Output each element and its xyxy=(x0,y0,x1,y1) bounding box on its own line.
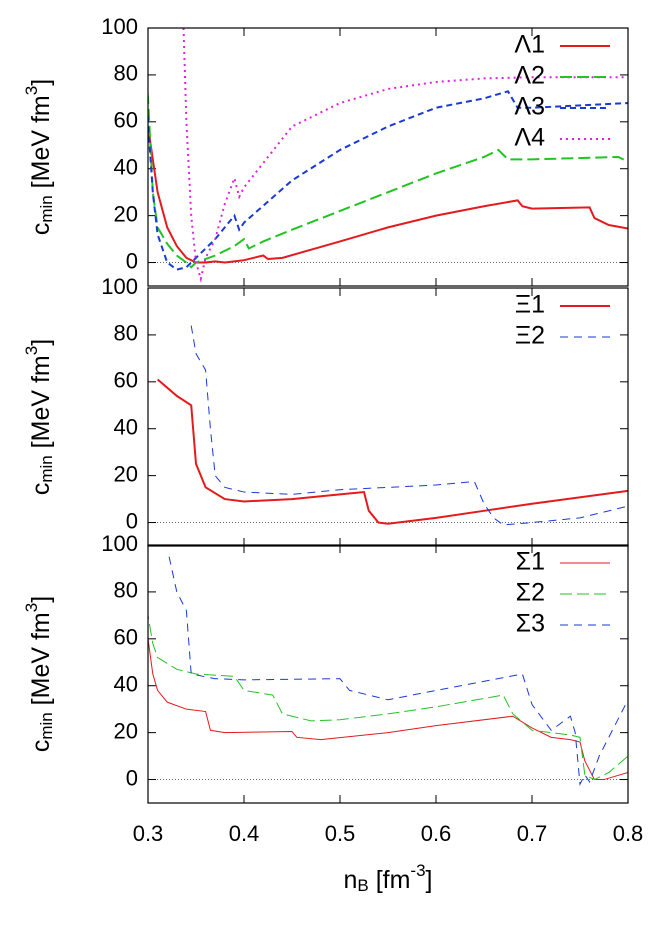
x-tick-label: 0.3 xyxy=(133,821,164,846)
legend-label: Λ2 xyxy=(514,62,545,90)
legend-label: Ξ1 xyxy=(515,291,545,319)
y-tick-label: 40 xyxy=(114,155,138,180)
y-tick-label: 60 xyxy=(114,108,138,133)
label-close: ] xyxy=(27,339,55,346)
y-tick-label: 60 xyxy=(114,625,138,650)
legend-label: Λ4 xyxy=(514,124,545,152)
plot-area xyxy=(156,325,628,526)
label-sup: 3 xyxy=(22,603,41,612)
plot-area xyxy=(148,28,628,283)
label-unit: [fm xyxy=(369,866,411,894)
plot-frame xyxy=(147,544,629,804)
x-tick-label: 0.4 xyxy=(229,821,260,846)
label-close: ] xyxy=(27,596,55,603)
axis-label: cmin [MeV fm3] xyxy=(22,79,56,235)
label-sup: 3 xyxy=(22,86,41,95)
label-base: c xyxy=(27,223,55,236)
axis-label: nB [fm-3] xyxy=(344,861,433,895)
y-tick-label: 100 xyxy=(101,14,138,39)
series-line xyxy=(148,626,628,781)
label-unit: [MeV fm xyxy=(27,612,55,712)
legend-label: Σ3 xyxy=(516,610,545,638)
plot-frame xyxy=(147,27,629,287)
series-line xyxy=(182,28,628,283)
label-base: n xyxy=(344,866,358,894)
series-line xyxy=(148,126,628,264)
y-tick-label: 0 xyxy=(126,248,138,273)
label-sub: min xyxy=(37,195,56,222)
label-base: c xyxy=(27,740,55,753)
y-tick-label: 20 xyxy=(114,718,138,743)
plot-frame xyxy=(147,287,629,547)
axis-label: cmin [MeV fm3] xyxy=(22,339,56,495)
x-tick-label: 0.5 xyxy=(325,821,356,846)
y-tick-label: 0 xyxy=(126,508,138,533)
y-tick-label: 100 xyxy=(101,274,138,299)
legend-label: Σ1 xyxy=(516,548,545,576)
series-line xyxy=(148,86,628,269)
x-tick-label: 0.7 xyxy=(517,821,548,846)
label-sub: B xyxy=(357,876,368,895)
label-sub: min xyxy=(37,455,56,482)
label-base: c xyxy=(27,483,55,496)
series-line xyxy=(148,90,628,271)
label-close: ] xyxy=(27,79,55,86)
y-tick-label: 40 xyxy=(114,415,138,440)
y-tick-label: 80 xyxy=(114,578,138,603)
x-tick-label: 0.8 xyxy=(613,821,644,846)
axis-label: cmin [MeV fm3] xyxy=(22,596,56,752)
legend-label: Ξ2 xyxy=(515,322,545,350)
label-unit: [MeV fm xyxy=(27,95,55,195)
y-tick-label: 20 xyxy=(114,461,138,486)
y-tick-label: 20 xyxy=(114,201,138,226)
series-line xyxy=(168,556,628,787)
label-unit: [MeV fm xyxy=(27,355,55,455)
series-line xyxy=(156,378,628,525)
label-sub: min xyxy=(37,712,56,739)
legend-label: Λ1 xyxy=(514,31,545,59)
label-sup: 3 xyxy=(22,346,41,355)
y-tick-label: 80 xyxy=(114,321,138,346)
y-tick-label: 80 xyxy=(114,61,138,86)
series-line xyxy=(190,325,628,526)
legend-label: Λ3 xyxy=(514,93,545,121)
y-tick-label: 0 xyxy=(126,765,138,790)
legend-label: Σ2 xyxy=(516,579,545,607)
y-tick-label: 40 xyxy=(114,672,138,697)
label-sup: -3 xyxy=(410,861,425,880)
x-tick-label: 0.6 xyxy=(421,821,452,846)
y-tick-label: 100 xyxy=(101,531,138,556)
series-line xyxy=(148,604,628,781)
y-tick-label: 60 xyxy=(114,368,138,393)
plot-area xyxy=(148,556,628,787)
label-close: ] xyxy=(426,866,433,894)
